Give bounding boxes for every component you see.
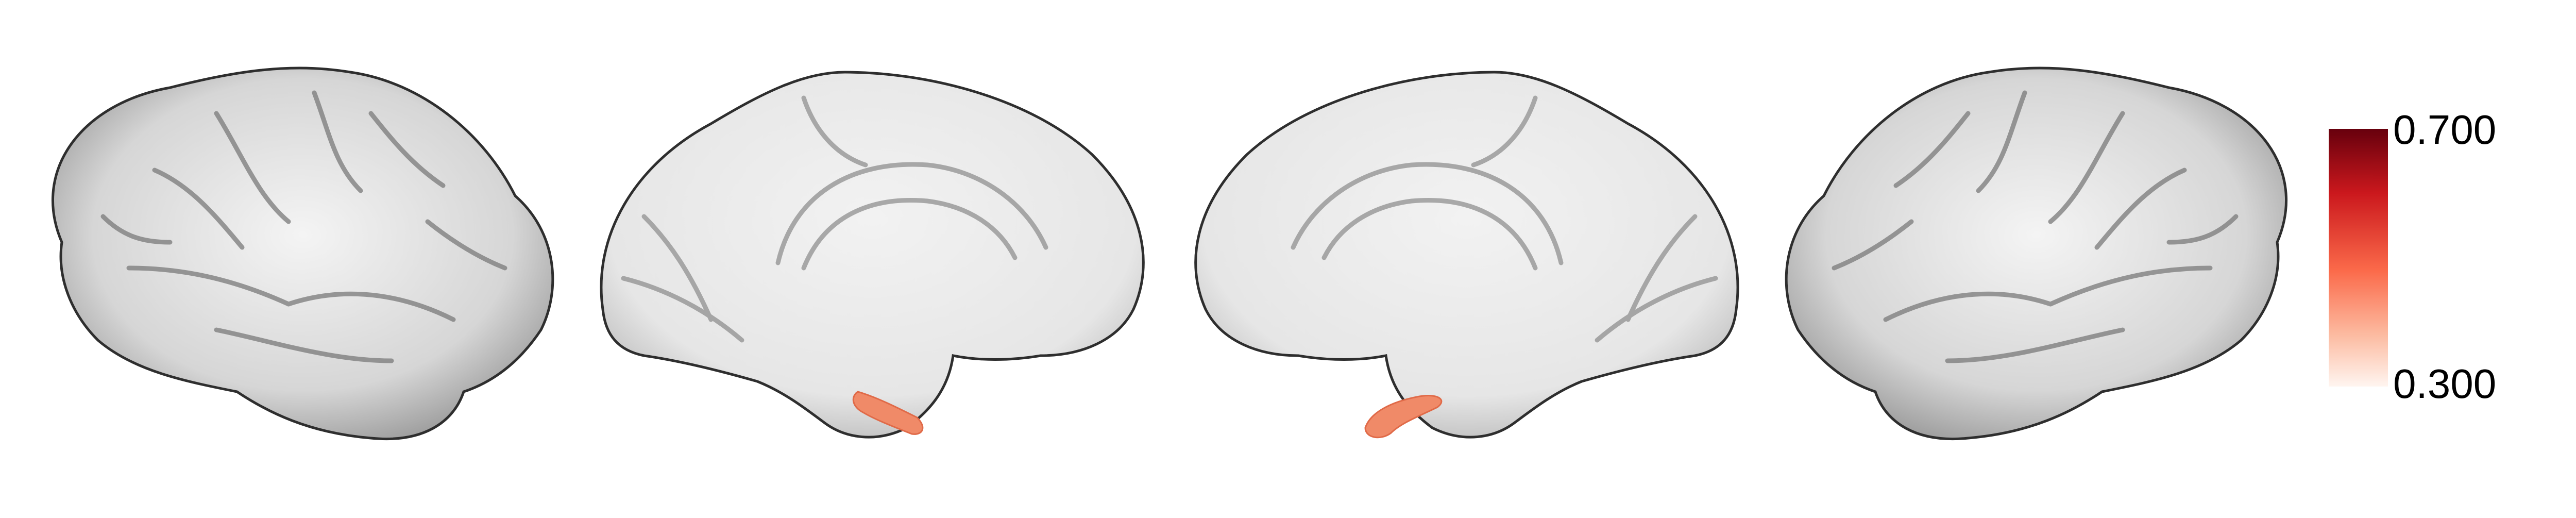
left-lateral-view (52, 66, 554, 440)
colorbar-max-label: 0.700 (2393, 107, 2497, 153)
colorbar-min-label: 0.300 (2393, 361, 2497, 407)
right-medial-view (1194, 71, 1739, 439)
highlight-region-right (1364, 395, 1443, 439)
colorbar-gradient (2329, 129, 2388, 387)
left-medial-view (600, 71, 1145, 439)
highlight-region-left (852, 391, 924, 435)
right-lateral-view (1785, 66, 2287, 440)
